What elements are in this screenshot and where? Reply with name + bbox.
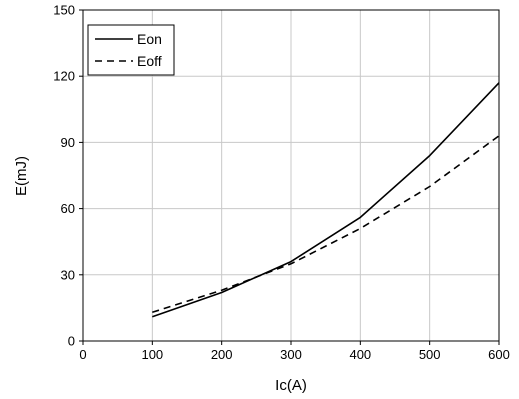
series-line-eoff [152, 135, 500, 314]
x-tick-label: 300 [280, 347, 302, 362]
x-tick-label: 600 [488, 347, 510, 362]
x-tick-label: 200 [211, 347, 233, 362]
x-tick-label: 500 [419, 347, 441, 362]
series-layer [152, 82, 500, 318]
x-tick-label: 100 [141, 347, 163, 362]
legend-label-eon: Eon [137, 31, 162, 47]
y-tick-label: 90 [61, 135, 75, 150]
x-tick-label: 0 [79, 347, 86, 362]
series-line-eon [152, 82, 500, 318]
y-tick-label: 120 [53, 69, 75, 84]
y-axis-title: E(mJ) [13, 156, 30, 196]
x-tick-label: 400 [349, 347, 371, 362]
y-tick-label: 30 [61, 267, 75, 282]
tick-labels: 0 100 200 300 400 500 600 0 30 60 90 120 150 [53, 3, 510, 363]
y-tick-label: 150 [53, 3, 75, 18]
legend-label-eoff: Eoff [137, 53, 162, 69]
x-axis-title: Ic(A) [275, 377, 307, 394]
y-tick-label: 0 [68, 334, 75, 349]
axis-ticks [79, 9, 500, 345]
y-tick-label: 60 [61, 201, 75, 216]
legend-box [87, 24, 175, 76]
legend: Eon Eoff [87, 24, 175, 76]
